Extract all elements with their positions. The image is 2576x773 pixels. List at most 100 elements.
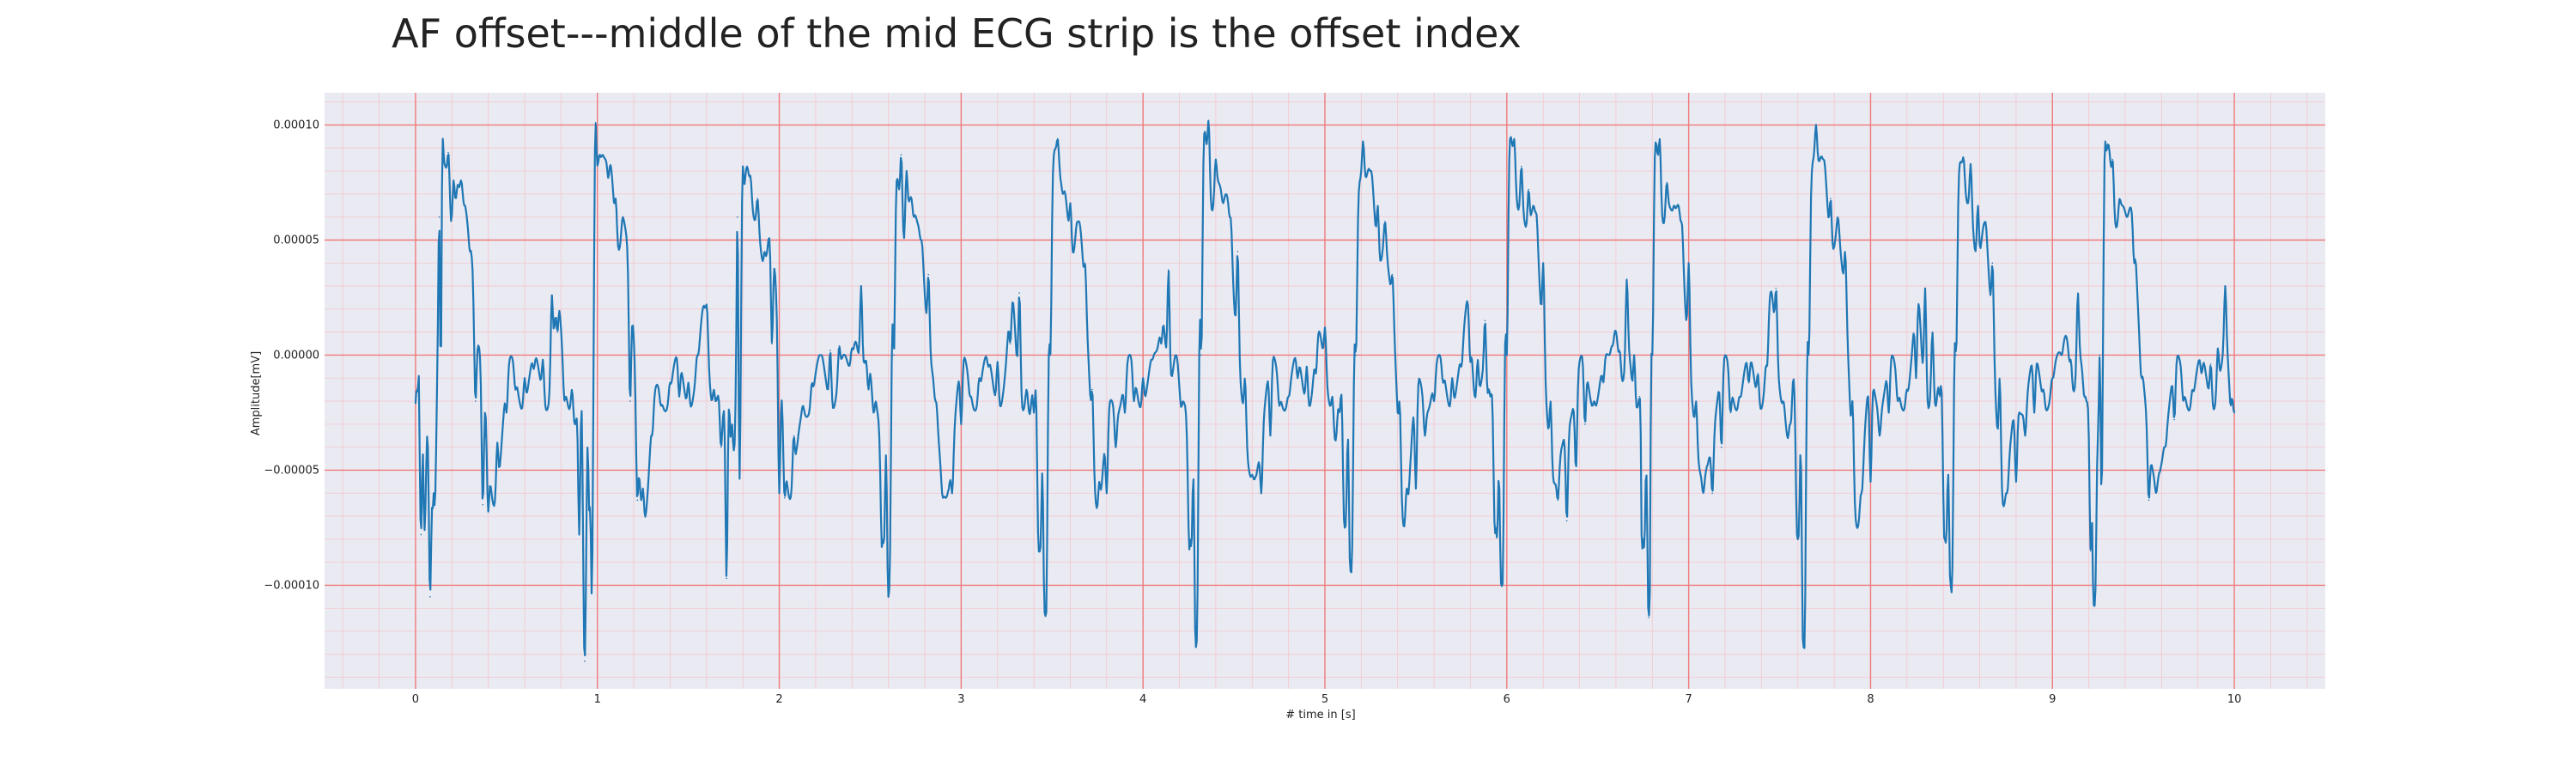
ecg-data-point <box>1915 377 1917 380</box>
ecg-data-point <box>1970 163 1971 165</box>
ecg-data-point <box>2155 492 2157 495</box>
ecg-data-point <box>900 154 902 156</box>
ecg-data-point <box>731 423 733 425</box>
ecg-data-point <box>678 395 680 398</box>
ecg-data-point <box>2111 158 2113 161</box>
ecg-data-point <box>1837 216 1839 218</box>
ecg-data-point <box>1542 262 1544 265</box>
ecg-data-point <box>1879 435 1880 437</box>
ecg-data-point <box>838 344 841 347</box>
ecg-data-point <box>1306 366 1308 368</box>
ecg-data-point <box>589 506 592 508</box>
ecg-data-point <box>2104 140 2106 143</box>
ecg-data-point <box>951 492 953 495</box>
ecg-data-point <box>622 216 624 218</box>
ecg-data-point <box>2084 395 2087 398</box>
ecg-data-point <box>2230 405 2232 407</box>
ecg-data-point <box>1666 181 1668 184</box>
ecg-data-point <box>1077 221 1078 222</box>
ecg-data-point <box>875 400 877 402</box>
ecg-data-point <box>2182 400 2184 402</box>
ecg-data-point <box>1362 140 1364 143</box>
ecg-data-point <box>1807 354 1810 356</box>
ecg-data-point <box>1355 354 1357 356</box>
ecg-data-point <box>1984 221 1986 222</box>
ecg-data-point <box>778 492 781 495</box>
ecg-data-point <box>726 577 727 580</box>
ecg-data-point <box>1638 395 1641 398</box>
ecg-data-point <box>438 216 440 218</box>
ecg-data-point <box>2061 354 2063 356</box>
ecg-data-point <box>1236 251 1239 253</box>
ecg-data-point <box>607 177 610 179</box>
ecg-data-point <box>1999 377 2001 380</box>
ecg-data-point <box>1415 488 1417 490</box>
ecg-data-point <box>1695 400 1697 402</box>
ecg-data-point <box>1782 400 1784 402</box>
ecg-data-point <box>1765 366 1768 368</box>
ecg-data-point <box>996 361 999 363</box>
ecg-data-point <box>1955 354 1957 356</box>
ecg-data-point <box>920 239 922 241</box>
ecg-data-point <box>2141 377 2142 380</box>
ecg-data-point <box>458 186 460 188</box>
ecg-data-point <box>1944 539 1947 540</box>
y-tick-label: 0.00010 <box>273 119 319 132</box>
ecg-data-point <box>1931 331 1934 333</box>
ecg-data-point <box>2069 359 2072 361</box>
ecg-data-point <box>1775 287 1777 289</box>
ecg-data-point <box>1269 435 1272 437</box>
ecg-data-point <box>1215 158 1217 161</box>
ecg-data-point <box>1106 492 1108 495</box>
ecg-data-point <box>550 294 553 296</box>
ecg-data-point <box>1796 539 1799 540</box>
ecg-data-point <box>1469 361 1472 363</box>
ecg-data-point <box>1939 395 1941 398</box>
ecg-data-point <box>1370 170 1371 172</box>
ecg-data-point <box>742 165 744 167</box>
ecg-data-point <box>524 377 526 380</box>
ecg-data-point <box>2089 550 2092 552</box>
ecg-data-point <box>1261 492 1262 495</box>
ecg-data-point <box>802 405 804 407</box>
ecg-data-point <box>487 510 489 513</box>
ecg-data-point <box>532 368 535 370</box>
ecg-data-point <box>651 435 653 437</box>
ecg-data-point <box>2201 373 2202 374</box>
ecg-data-point <box>1489 395 1492 398</box>
ecg-data-point <box>514 388 517 391</box>
y-axis-label: Amplitude[mV] <box>250 351 263 435</box>
ecg-data-point <box>927 273 930 276</box>
ecg-data-point <box>1789 423 1792 425</box>
ecg-data-point <box>784 496 786 499</box>
ecg-data-point <box>2118 198 2121 200</box>
ecg-data-point <box>1720 446 1722 448</box>
ecg-data-point <box>2233 411 2235 414</box>
ecg-data-point <box>1729 411 1732 414</box>
y-tick-label: 0.00005 <box>273 234 319 247</box>
ecg-data-point <box>829 350 831 351</box>
ecg-data-point <box>2024 435 2026 437</box>
ecg-data-point <box>1324 326 1326 329</box>
x-tick-label: 6 <box>1504 693 1510 706</box>
x-tick-label: 10 <box>2227 693 2242 706</box>
ecg-data-point <box>1207 119 1210 121</box>
ecg-data-point <box>2099 354 2101 356</box>
chart-title: AF offset---middle of the mid ECG strip … <box>392 10 1522 57</box>
ecg-data-point <box>763 251 766 253</box>
ecg-data-point <box>2077 292 2079 294</box>
ecg-data-point <box>1194 646 1197 648</box>
ecg-data-point <box>464 204 465 207</box>
ecg-data-point <box>433 492 434 495</box>
ecg-data-point <box>696 354 699 356</box>
ecg-data-point <box>1222 202 1224 204</box>
ecg-data-point <box>1133 400 1135 402</box>
major-grid <box>325 93 2325 689</box>
ecg-data-point <box>2006 492 2008 495</box>
ecg-data-point <box>756 198 758 200</box>
ecg-data-point <box>423 529 426 531</box>
ecg-data-point <box>2224 285 2227 287</box>
ecg-data-point <box>1189 539 1192 540</box>
x-tick-label: 9 <box>2049 693 2056 706</box>
